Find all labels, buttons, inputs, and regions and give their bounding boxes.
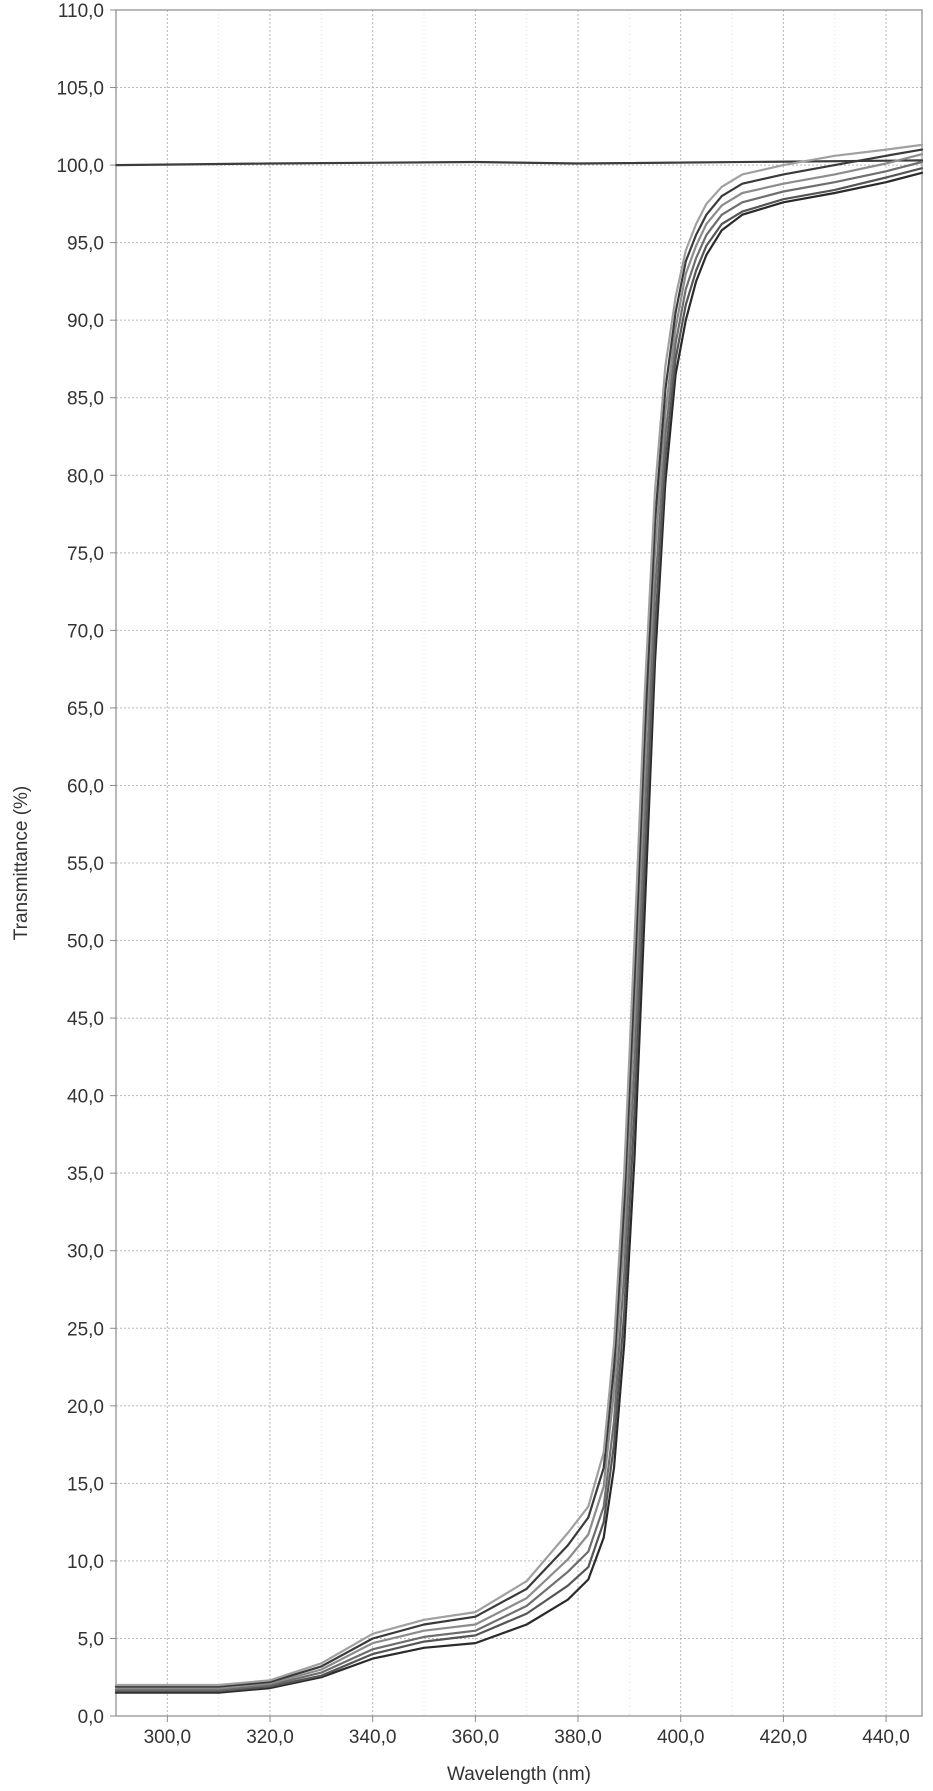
y-tick-label: 80,0 [67, 466, 104, 487]
y-tick-label: 70,0 [67, 621, 104, 642]
y-tick-label: 0,0 [78, 1707, 104, 1728]
x-tick-label: 300,0 [144, 1727, 192, 1748]
y-tick-label: 10,0 [67, 1552, 104, 1573]
x-axis-ticks: 300,0 320,0 340,0 360,0 380,0 400,0 420,0 440,0 [144, 1716, 910, 1748]
y-tick-label: 95,0 [67, 234, 104, 255]
y-tick-label: 25,0 [67, 1319, 104, 1340]
y-tick-label: 30,0 [67, 1242, 104, 1263]
series-line-2 [114, 171, 924, 1694]
x-tick-label: 420,0 [760, 1727, 808, 1748]
series-line-7 [114, 143, 924, 1687]
y-tick-label: 110,0 [58, 1, 104, 22]
y-tick-label: 100,0 [56, 156, 104, 177]
y-tick-label: 15,0 [67, 1474, 104, 1495]
y-tick-label: 90,0 [67, 311, 104, 332]
x-tick-label: 360,0 [452, 1727, 500, 1748]
y-tick-label: 50,0 [67, 932, 104, 953]
y-tick-label: 65,0 [67, 699, 104, 720]
y-axis-title: Transmittance (%) [11, 786, 32, 941]
y-axis-ticks: 0,0 5,0 10,0 15,0 20,0 25,0 30,0 35,0 40,0 45,0 50… [56, 1, 116, 1728]
y-tick-label: 105,0 [56, 79, 104, 100]
y-tick-label: 55,0 [67, 854, 104, 875]
y-tick-label: 75,0 [67, 544, 104, 565]
y-tick-label: 5,0 [78, 1629, 104, 1650]
y-tick-label: 35,0 [67, 1164, 104, 1185]
series-line-5 [114, 153, 924, 1690]
y-tick-label: 60,0 [67, 776, 104, 797]
y-tick-label: 40,0 [67, 1087, 104, 1108]
y-tick-label: 85,0 [67, 389, 104, 410]
series-line-3 [114, 167, 924, 1693]
series-line-6 [114, 148, 924, 1688]
x-tick-label: 320,0 [246, 1727, 294, 1748]
series-line-4 [114, 160, 924, 1691]
series-line-1 [114, 159, 924, 167]
x-tick-label: 400,0 [657, 1727, 705, 1748]
x-axis-title: Wavelength (nm) [447, 1764, 591, 1785]
x-tick-label: 380,0 [554, 1727, 602, 1748]
y-tick-label: 20,0 [67, 1397, 104, 1418]
y-tick-label: 45,0 [67, 1009, 104, 1030]
x-tick-label: 440,0 [862, 1727, 910, 1748]
x-tick-label: 340,0 [349, 1727, 397, 1748]
grid [115, 10, 922, 1716]
series-group [114, 143, 924, 1694]
